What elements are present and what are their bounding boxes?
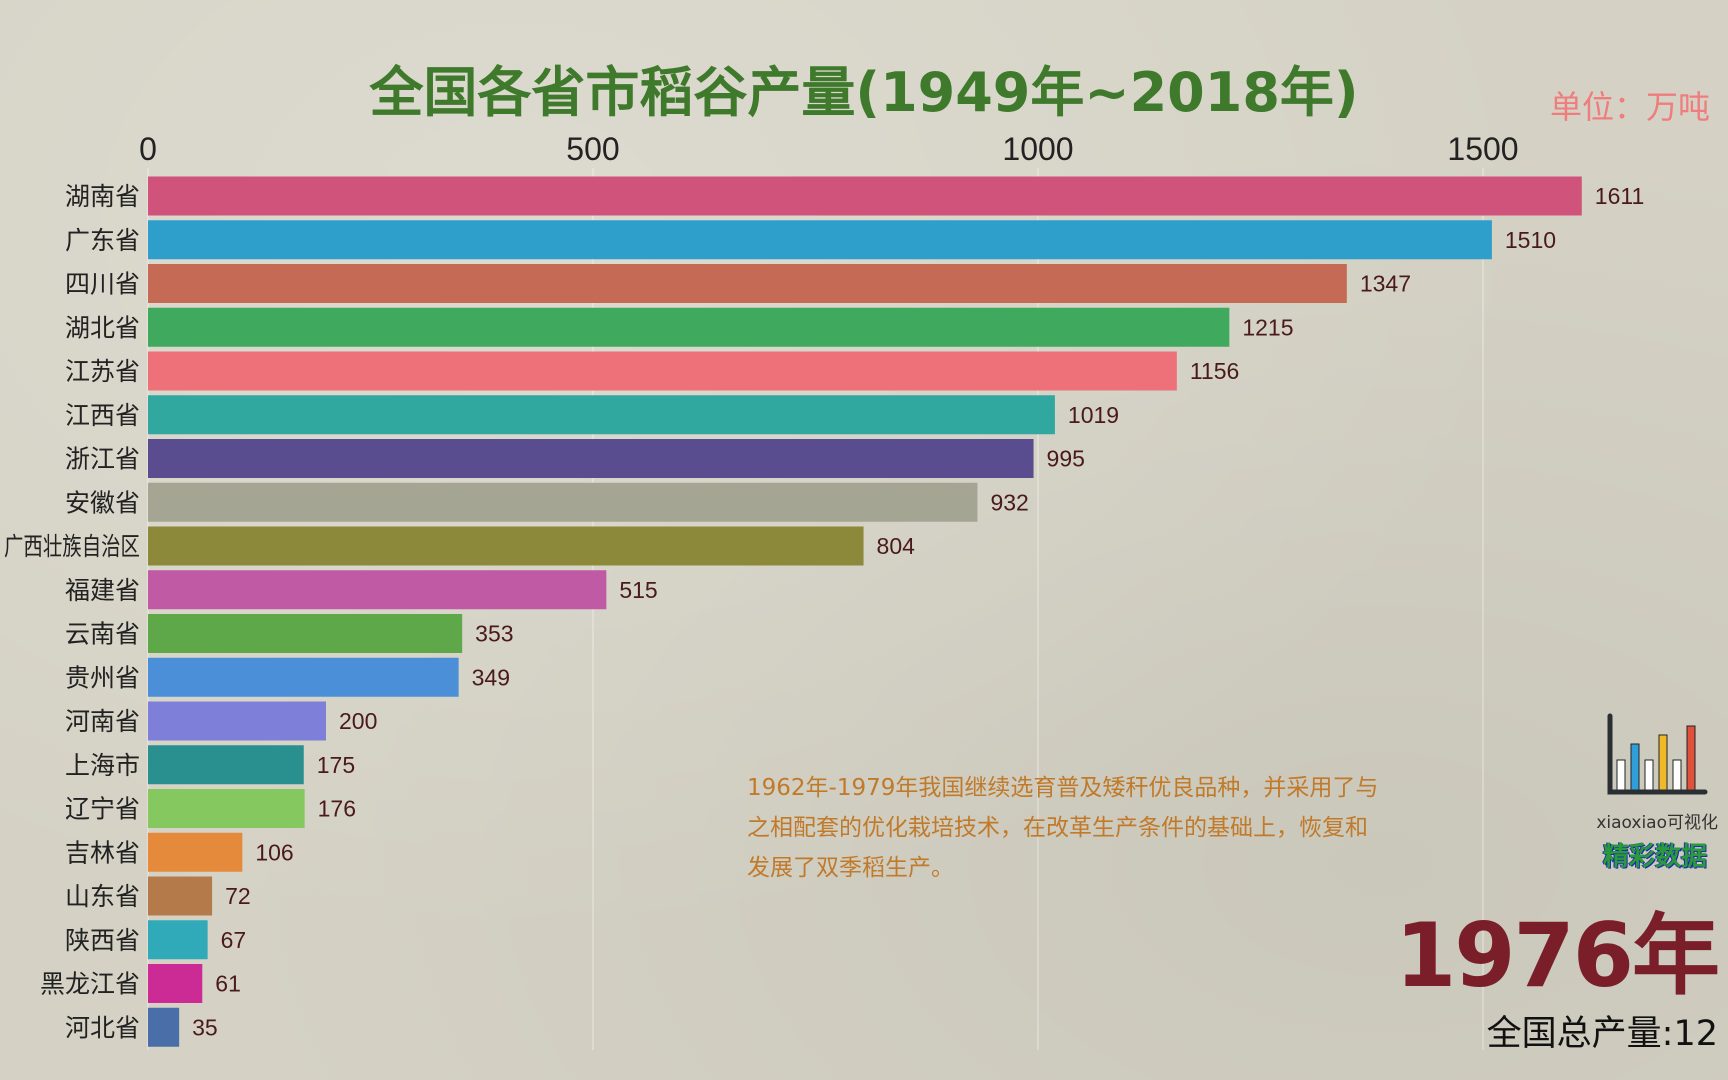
category-label: 山东省 [65,882,140,911]
category-label: 安徽省 [65,488,140,517]
value-label: 515 [619,577,657,603]
category-label: 陕西省 [65,926,140,955]
logo-bar [1658,734,1668,791]
category-label: 吉林省 [65,838,140,867]
brand-name: xiaoxiao可视化 [1596,813,1718,833]
value-label: 1019 [1068,402,1119,428]
value-label: 67 [221,927,247,953]
year-label: 1976年 [1395,904,1720,1007]
chart-title: 全国各省市稻谷产量(1949年~2018年) [369,61,1359,124]
category-label: 上海市 [65,751,140,780]
bar [148,176,1582,216]
logo-bar [1644,759,1654,791]
bar [148,876,213,916]
category-label: 浙江省 [65,445,140,474]
category-label: 辽宁省 [65,795,140,824]
bar [148,745,304,785]
value-label: 72 [225,883,251,909]
logo-bar [1616,759,1626,791]
category-label: 福建省 [65,576,140,605]
total-value: 12 [1673,1014,1718,1054]
value-label: 804 [877,533,916,559]
category-label: 广东省 [65,226,140,255]
bar [148,614,463,653]
category-label: 河北省 [65,1013,140,1042]
brand-tagline: 精彩数据 [1603,842,1708,872]
bar [148,395,1055,435]
bar [148,657,459,697]
bar [148,701,326,741]
value-label: 995 [1047,446,1085,472]
bar [148,482,978,522]
value-label: 1611 [1595,183,1644,209]
bar [148,832,243,872]
annotation-text: 1962年-1979年我国继续选育普及矮秆优良品种，并采用了与之相配套的优化栽培… [747,775,1379,881]
category-label: 贵州省 [65,663,140,692]
bar [148,1007,180,1047]
bar [148,570,607,610]
category-label: 四川省 [65,270,140,299]
category-label: 广西壮族自治区 [4,532,140,561]
value-label: 175 [317,752,355,778]
x-tick-label: 1500 [1447,131,1518,167]
bar-chart-logo-icon [1607,713,1708,795]
category-label: 黑龙江省 [40,970,140,999]
bar [148,789,305,828]
bar [148,439,1034,478]
bar [148,307,1230,347]
total-label: 全国总产量: [1486,1014,1674,1054]
x-tick-label: 500 [566,131,619,167]
value-label: 353 [475,621,513,647]
national-total: 全国总产量:12 [1487,1005,1718,1056]
x-tick-label: 1000 [1002,131,1073,167]
category-label: 云南省 [65,620,140,649]
value-label: 106 [255,839,293,865]
logo-bar [1630,743,1640,791]
category-label: 河南省 [65,707,140,736]
bar [148,964,203,1003]
category-label: 江苏省 [65,357,140,386]
bar [148,351,1177,391]
category-label: 江西省 [65,401,140,430]
value-label: 1215 [1242,314,1293,340]
x-tick-label: 0 [139,131,157,167]
logo-bar [1686,725,1696,791]
bar [148,526,864,566]
bar [148,920,208,960]
value-label: 35 [192,1014,218,1040]
unit-label: 单位：万吨 [1549,88,1710,126]
value-label: 932 [990,489,1028,515]
value-label: 1156 [1190,358,1239,384]
value-label: 1347 [1360,271,1411,297]
logo-bar [1672,759,1682,791]
logo-axis [1607,713,1708,795]
value-label: 176 [318,796,356,822]
bar [148,220,1492,260]
value-label: 200 [339,708,377,734]
value-label: 61 [215,971,241,997]
category-label: 湖北省 [65,313,140,342]
value-label: 349 [472,664,510,690]
value-label: 1510 [1505,227,1556,253]
category-label: 湖南省 [65,182,140,211]
bar [148,264,1347,303]
